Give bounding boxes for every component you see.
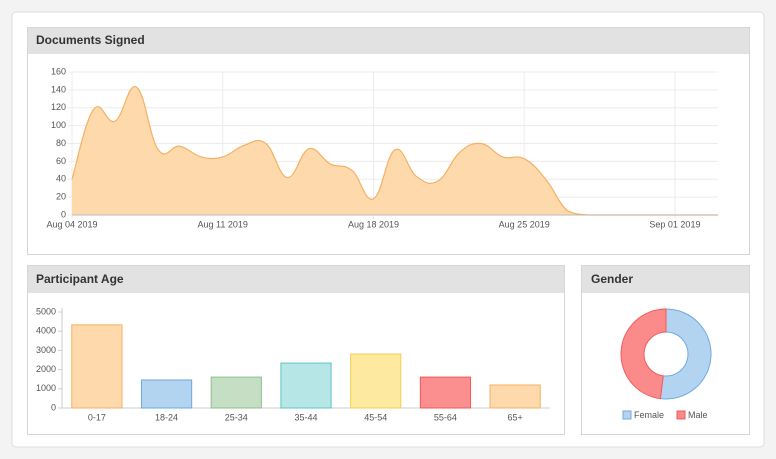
x-tick-label: Aug 04 2019 xyxy=(46,219,97,229)
y-tick-label: 0 xyxy=(61,209,66,219)
y-tick-label: 1000 xyxy=(36,383,56,393)
x-tick-label: Aug 18 2019 xyxy=(348,219,399,229)
bar xyxy=(71,324,123,409)
bar xyxy=(140,379,193,409)
bar xyxy=(210,376,262,409)
y-tick-label: 100 xyxy=(51,120,66,130)
y-tick-label: 3000 xyxy=(36,345,56,355)
bar xyxy=(350,353,402,409)
bar xyxy=(280,362,332,409)
y-tick-label: 2000 xyxy=(36,364,56,374)
panel-title: Documents Signed xyxy=(36,33,145,47)
area-fill xyxy=(72,86,718,215)
y-tick-label: 4000 xyxy=(36,326,56,336)
x-tick-label: 18-24 xyxy=(155,412,178,422)
x-tick-label: 55-64 xyxy=(434,412,457,422)
y-tick-label: 0 xyxy=(51,402,56,412)
y-tick-label: 40 xyxy=(56,174,66,184)
y-tick-label: 20 xyxy=(56,192,66,202)
panel-header xyxy=(28,266,564,293)
x-tick-label: Aug 11 2019 xyxy=(198,219,248,229)
panel-header xyxy=(582,266,749,293)
y-tick-label: 5000 xyxy=(36,306,56,316)
y-tick-label: 160 xyxy=(51,66,66,76)
bar xyxy=(419,376,472,409)
y-tick-label: 80 xyxy=(56,138,66,148)
x-tick-label: Aug 25 2019 xyxy=(499,219,550,229)
x-tick-label: 0-17 xyxy=(88,412,106,422)
panel-title: Participant Age xyxy=(36,272,124,286)
x-tick-label: 35-44 xyxy=(294,412,317,422)
donut-slice xyxy=(620,308,667,400)
x-tick-label: 45-54 xyxy=(364,412,387,422)
legend-label: Male xyxy=(688,410,708,420)
y-tick-label: 120 xyxy=(51,102,66,112)
legend-label: Female xyxy=(634,410,664,420)
x-tick-label: 65+ xyxy=(508,412,523,422)
y-tick-label: 60 xyxy=(56,156,66,166)
panel-header xyxy=(28,28,749,54)
legend-swatch xyxy=(622,410,632,420)
panel xyxy=(581,265,750,435)
bar xyxy=(489,384,541,409)
y-tick-label: 140 xyxy=(51,84,66,94)
x-tick-label: Sep 01 2019 xyxy=(649,219,700,229)
x-tick-label: 25-34 xyxy=(225,412,248,422)
panel-title: Gender xyxy=(591,272,633,286)
donut-slice xyxy=(659,308,712,400)
legend-swatch xyxy=(676,410,686,420)
